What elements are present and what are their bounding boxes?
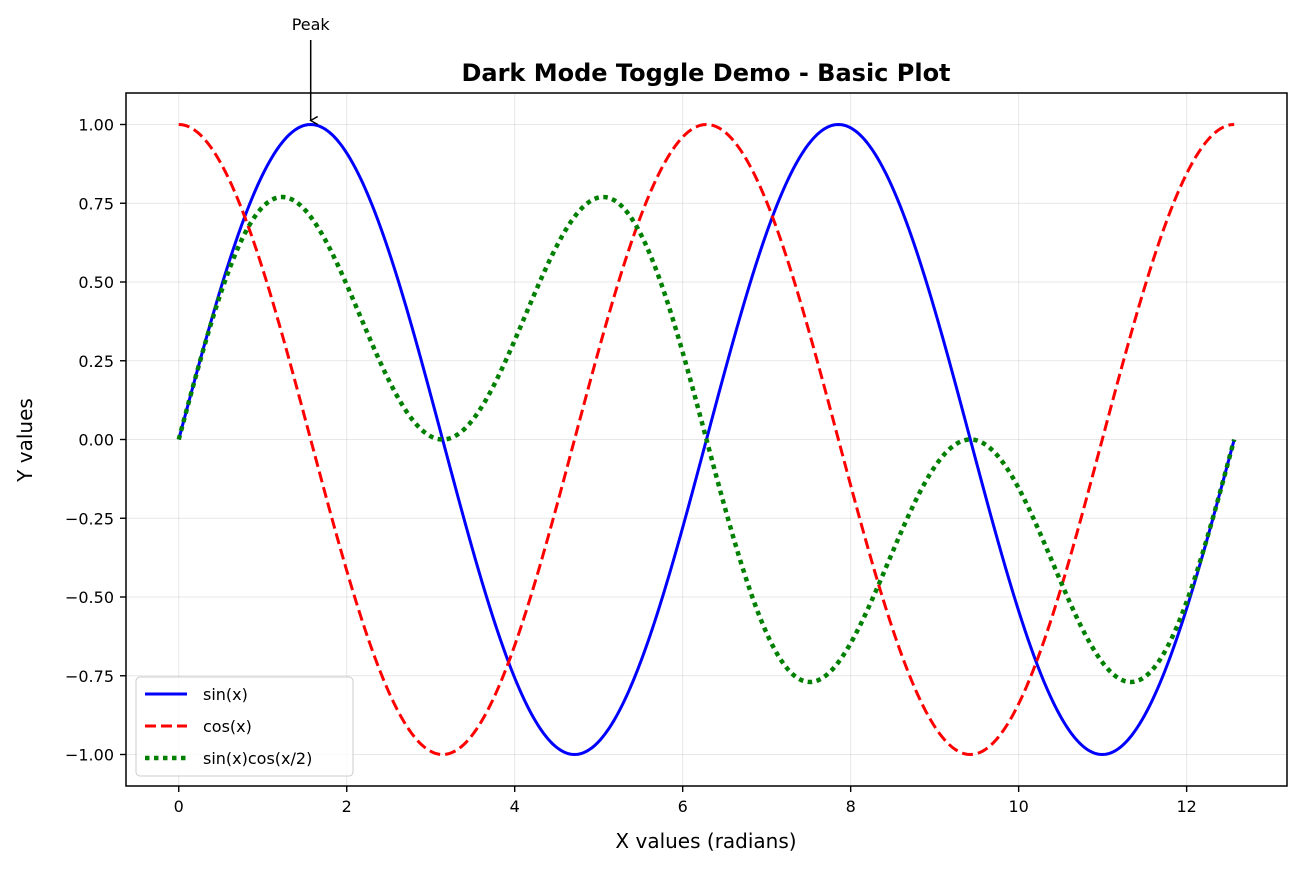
series-line: [178, 122, 1235, 757]
annotations: Peak: [292, 15, 331, 121]
x-tick-label: 6: [678, 797, 688, 816]
annotation-label: Peak: [292, 15, 331, 34]
x-tick-label: 4: [510, 797, 520, 816]
x-axis-label: X values (radians): [615, 829, 796, 853]
y-tick-label: −0.50: [65, 588, 114, 607]
legend-box: [135, 676, 354, 777]
x-tick-label: 12: [1176, 797, 1196, 816]
y-tick-label: −0.75: [65, 667, 114, 686]
x-tick-label: 0: [174, 797, 184, 816]
y-axis-label: Y values: [13, 398, 37, 483]
legend: sin(x) cos(x) sin(x)cos(x/2): [135, 676, 354, 777]
y-tick-label: −1.00: [65, 746, 114, 765]
y-tick-label: 0.00: [78, 431, 114, 450]
x-tick-label: 2: [342, 797, 352, 816]
grid: [126, 93, 1287, 786]
y-tick-label: 1.00: [78, 116, 114, 135]
chart-title: Dark Mode Toggle Demo - Basic Plot: [461, 59, 950, 87]
series-line: [176, 194, 1237, 685]
legend-entry-label: sin(x)cos(x/2): [203, 749, 312, 768]
series-layer: [176, 122, 1237, 757]
y-axis-ticks: 1.00 0.75 0.50 0.25 0.00 −0.25 −0.50 −0.75 −1.00: [65, 116, 126, 765]
y-tick-label: −0.25: [65, 509, 114, 528]
y-tick-label: 0.25: [78, 352, 114, 371]
x-axis-ticks: 0 2 4 6 8 10 12: [174, 786, 1197, 816]
legend-entry-label: sin(x): [203, 685, 248, 704]
x-tick-label: 10: [1008, 797, 1028, 816]
x-tick-label: 8: [846, 797, 856, 816]
legend-entry-label: cos(x): [203, 717, 252, 736]
y-tick-label: 0.75: [78, 194, 114, 213]
y-tick-label: 0.50: [78, 273, 114, 292]
